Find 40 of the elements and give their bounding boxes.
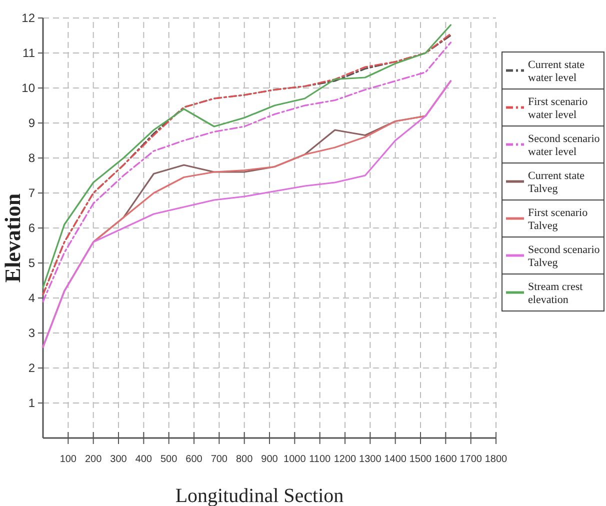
y-tick-label: 12 bbox=[22, 11, 36, 25]
x-tick-label: 1400 bbox=[384, 454, 407, 465]
x-tick-label: 1800 bbox=[484, 454, 508, 465]
x-tick-label: 100 bbox=[60, 454, 77, 465]
y-tick-label: 6 bbox=[28, 221, 36, 235]
x-tick-label: 600 bbox=[186, 454, 203, 465]
x-tick-label: 1000 bbox=[284, 454, 306, 465]
line-series bbox=[42, 80, 452, 348]
y-tick-label: 5 bbox=[28, 256, 36, 270]
y-tick-label: 3 bbox=[28, 326, 36, 340]
legend-label: Second scenario Talveg bbox=[528, 244, 600, 269]
x-tick-label: 300 bbox=[110, 454, 128, 465]
y-tick-label: 4 bbox=[28, 291, 36, 305]
x-tick-label: 1700 bbox=[460, 454, 482, 465]
x-tick-label: 1500 bbox=[409, 454, 432, 465]
y-tick-label: 1 bbox=[28, 396, 36, 410]
y-tick-label: 8 bbox=[28, 151, 36, 165]
x-tick-label: 800 bbox=[236, 454, 254, 465]
x-tick-label: 1600 bbox=[434, 454, 458, 465]
x-axis-title: Longitudinal Section bbox=[175, 485, 344, 506]
x-tick-label: 1100 bbox=[309, 454, 332, 465]
legend-label: First scenario water level bbox=[528, 96, 588, 121]
legend-label: First scenario Talveg bbox=[528, 207, 588, 232]
x-tick-label: 500 bbox=[160, 454, 178, 465]
legend-label: Current state water level bbox=[528, 59, 585, 84]
legend-label: Second scenario water level bbox=[528, 133, 600, 158]
x-tick-label: 1200 bbox=[334, 454, 357, 465]
y-tick-label: 9 bbox=[28, 116, 36, 130]
y-axis-title: Elevation bbox=[0, 193, 25, 283]
x-tick-label: 900 bbox=[261, 454, 278, 465]
y-tick-label: 2 bbox=[28, 361, 36, 375]
x-tick-label: 700 bbox=[210, 454, 228, 465]
legend-label: Current state Talveg bbox=[528, 170, 585, 195]
x-tick-label: 1300 bbox=[359, 454, 382, 465]
x-tick-label: 400 bbox=[135, 454, 152, 465]
legend-label: Stream crest elevation bbox=[528, 281, 583, 306]
y-tick-label: 11 bbox=[22, 46, 36, 60]
y-tick-label: 7 bbox=[28, 186, 36, 200]
y-tick-label: 10 bbox=[22, 81, 36, 95]
x-tick-label: 200 bbox=[84, 454, 102, 465]
